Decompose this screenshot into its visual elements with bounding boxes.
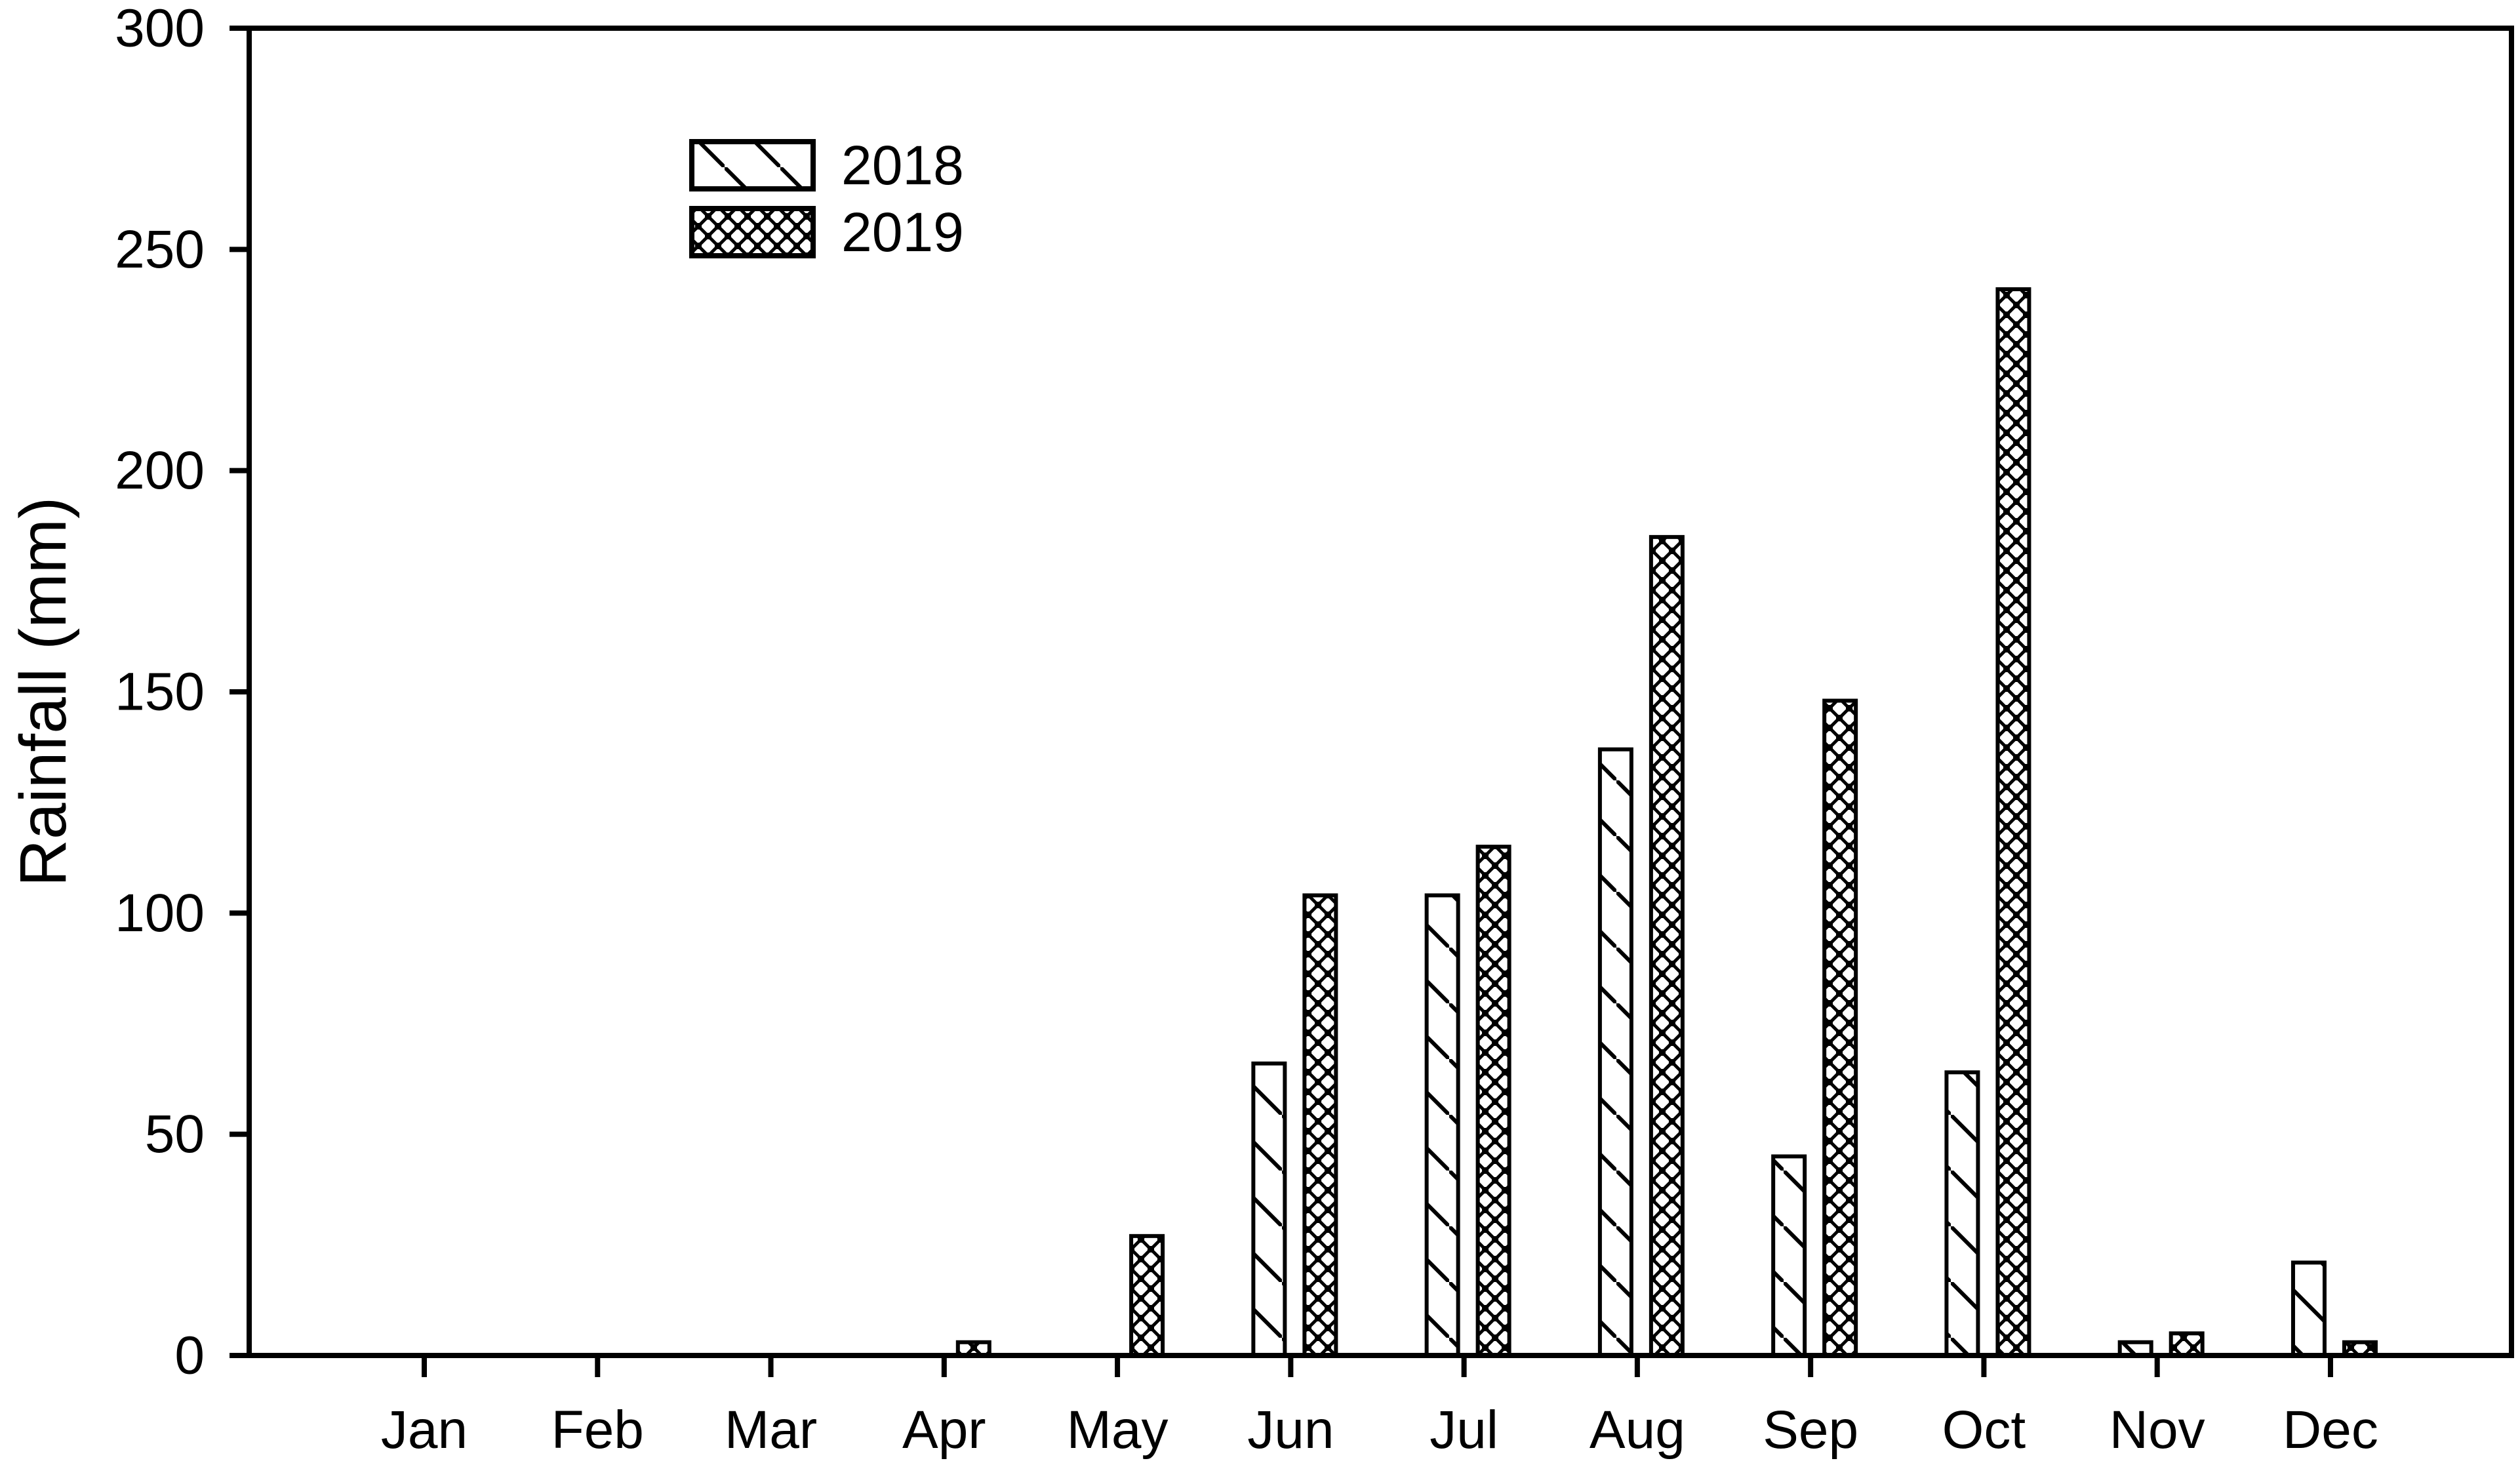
axis-layer: 0 50 100 150 200 250 300 Jan Feb Mar Apr May Jun Jul A…: [115, 0, 2378, 1460]
x-tick-label-dec: Dec: [2283, 1400, 2378, 1460]
x-tick-label-jan: Jan: [381, 1400, 468, 1460]
y-tick-label-150: 150: [115, 662, 205, 722]
legend-label-2019: 2019: [841, 201, 964, 263]
bar-2019-sep: [1822, 698, 1858, 1357]
bar-2018-oct: [1944, 1070, 1980, 1358]
y-tick-label-100: 100: [115, 883, 205, 943]
bar-2019-aug: [1649, 534, 1685, 1357]
bar-2018-aug: [1597, 747, 1633, 1357]
bar-2019-may: [1129, 1234, 1165, 1357]
legend-swatch-2019: [689, 206, 816, 258]
y-tick-label-50: 50: [145, 1104, 205, 1164]
bar-2018-jun: [1251, 1061, 1287, 1357]
bar-2018-dec: [2290, 1260, 2327, 1357]
bar-2019-jun: [1302, 893, 1338, 1357]
bar-2019-nov: [2169, 1331, 2205, 1358]
legend-label-2018: 2018: [841, 134, 964, 196]
x-tick-label-jun: Jun: [1247, 1400, 1334, 1460]
x-tick-label-sep: Sep: [1763, 1400, 1858, 1460]
x-tick-label-may: May: [1067, 1400, 1169, 1460]
bars-layer: [955, 287, 2378, 1358]
bar-2019-jul: [1475, 845, 1511, 1357]
x-tick-label-apr: Apr: [902, 1400, 986, 1460]
y-tick-label-250: 250: [115, 220, 205, 279]
legend: 2018 2019: [689, 134, 964, 263]
x-tick-label-aug: Aug: [1590, 1400, 1685, 1460]
bar-2018-jul: [1424, 893, 1460, 1357]
y-tick-label-200: 200: [115, 441, 205, 500]
plot-frame: [247, 26, 2514, 1358]
x-tick-label-jul: Jul: [1430, 1400, 1498, 1460]
y-tick-label-300: 300: [115, 0, 205, 58]
bar-2019-oct: [1995, 287, 2031, 1357]
x-tick-label-mar: Mar: [725, 1400, 817, 1460]
x-tick-label-nov: Nov: [2110, 1400, 2205, 1460]
legend-swatch-2018: [689, 139, 816, 191]
x-tick-label-oct: Oct: [1942, 1400, 2026, 1460]
bar-2018-sep: [1771, 1154, 1807, 1358]
y-tick-label-0: 0: [174, 1326, 205, 1386]
y-axis-title: Rainfall (mm): [7, 497, 80, 887]
x-tick-label-feb: Feb: [551, 1400, 644, 1460]
